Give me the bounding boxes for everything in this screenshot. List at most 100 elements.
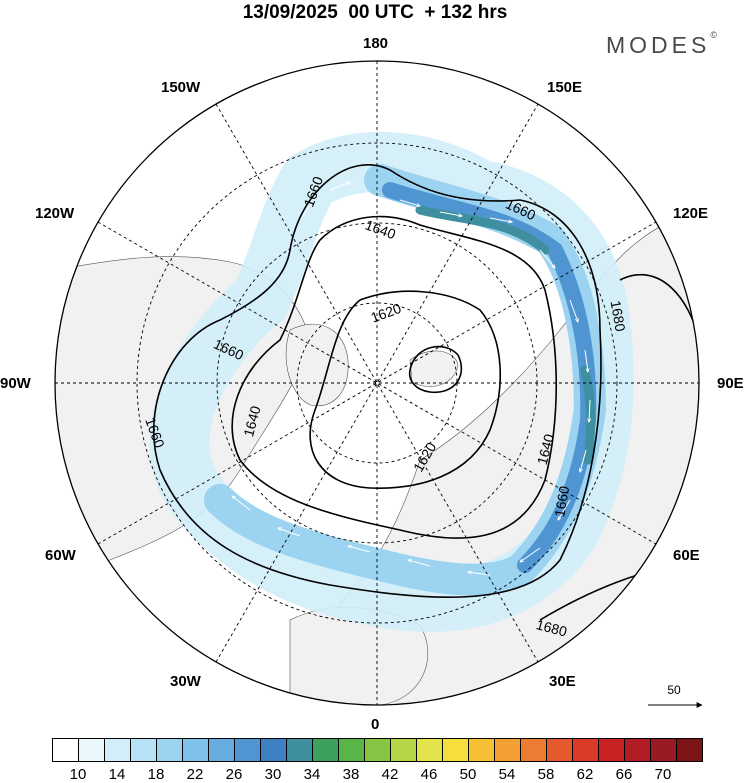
meridian-60: [97, 221, 657, 545]
colorbar-tick-label: 46: [420, 766, 438, 783]
colorbar-tick-label: 30: [264, 766, 282, 783]
greenland-land: [285, 323, 349, 407]
lon-label-150w: 150W: [161, 79, 201, 96]
colorbar-box: [416, 738, 443, 762]
wind-vector: [299, 202, 312, 221]
wind-scale-arrow: [648, 702, 703, 708]
wind-vectors: [232, 182, 590, 576]
colorbar-tick-label: 14: [108, 766, 126, 783]
wind-vector: [520, 547, 541, 562]
wind-vector: [489, 217, 512, 222]
map-title: 13/09/2025 00 UTC + 132 hrs: [242, 2, 508, 23]
wind-vector: [399, 199, 420, 206]
colorbar-tick-label: 42: [381, 766, 399, 783]
colorbar-boxes: [52, 738, 703, 762]
meridian-150: [215, 103, 539, 663]
colorbar-tick-label: 70: [654, 766, 672, 783]
graticule: [55, 61, 699, 705]
contour-label: 1680: [608, 299, 629, 333]
modes-logo: MODES©: [606, 30, 717, 59]
contour-label: 1660: [551, 484, 572, 518]
colorbar-box: [442, 738, 469, 762]
colorbar-tick-label: 50: [459, 766, 477, 783]
wind-vector: [348, 546, 371, 553]
jet-stream-shading: [149, 131, 634, 632]
colorbar-box: [624, 738, 651, 762]
wind-vector: [558, 499, 571, 520]
colorbar-box: [364, 738, 391, 762]
wind-vector: [569, 299, 578, 322]
colorbar-tick-label: 38: [342, 766, 360, 783]
contour-label: 1680: [534, 616, 568, 640]
wind-vector: [584, 349, 588, 372]
wind-vector: [408, 560, 431, 567]
colorbar-tick-label: 18: [147, 766, 165, 783]
wind-vector: [468, 572, 491, 576]
lon-label-60e: 60E: [673, 547, 700, 564]
colorbar-tick-label: 66: [615, 766, 633, 783]
brand-name: MODES: [606, 32, 711, 58]
meridian-120: [97, 221, 657, 545]
lon-label-120w: 120W: [35, 205, 75, 222]
colorbar-tick-label: 62: [576, 766, 594, 783]
wind-vector: [589, 399, 590, 422]
wind-vector: [329, 182, 350, 191]
colorbar-box: [520, 738, 547, 762]
colorbar-box: [130, 738, 157, 762]
wind-vector: [580, 449, 587, 472]
colorbar-box: [572, 738, 599, 762]
contour-1660-outer: [152, 164, 602, 599]
jet-band-strong: [382, 182, 597, 573]
lon-label-30e: 30E: [549, 673, 576, 690]
wind-vector: [539, 249, 555, 268]
colorbar-box: [104, 738, 131, 762]
lon-label-120e: 120E: [673, 205, 709, 222]
meridian-30: [215, 103, 539, 663]
contour-label: 1640: [240, 404, 264, 438]
contour-1620-low: [408, 345, 463, 393]
colorbar-box: [676, 738, 703, 762]
copyright-mark: ©: [710, 30, 717, 40]
colorbar-box: [650, 738, 677, 762]
colorbar-box: [468, 738, 495, 762]
colorbar-box: [338, 738, 365, 762]
colorbar-box: [598, 738, 625, 762]
colorbar-box: [260, 738, 287, 762]
wind-vector: [278, 528, 301, 537]
latitude-circle: [136, 142, 618, 624]
colorbar-box: [312, 738, 339, 762]
lon-label-180: 180: [363, 35, 389, 52]
colorbar-box: [182, 738, 209, 762]
lon-label-0: 0: [371, 716, 380, 733]
colorbar-box: [234, 738, 261, 762]
map-boundary: [54, 60, 700, 706]
colorbar-box: [78, 738, 105, 762]
colorbar-box: [286, 738, 313, 762]
colorbar-box: [390, 738, 417, 762]
contour-1640: [231, 215, 558, 539]
colorbar-box: [208, 738, 235, 762]
contour-label: 1640: [534, 432, 558, 466]
wind-vector: [439, 211, 462, 216]
lon-label-90e: 90E: [717, 375, 744, 392]
jet-band-core: [415, 205, 596, 465]
colorbar-tick-label: 26: [225, 766, 243, 783]
siberian-island-land: [409, 350, 459, 387]
wind-scale-value: 50: [667, 683, 681, 697]
wind-scale: 50: [646, 683, 706, 713]
colorbar-box: [546, 738, 573, 762]
colorbar-tick-label: 54: [498, 766, 516, 783]
lon-label-60w: 60W: [45, 547, 76, 564]
colorbar-tick-label: 10: [69, 766, 87, 783]
colorbar-tick-label: 22: [186, 766, 204, 783]
lon-label-30w: 30W: [170, 673, 201, 690]
lon-label-150e: 150E: [547, 79, 583, 96]
colorbar-box: [52, 738, 79, 762]
colorbar-box: [494, 738, 521, 762]
colorbar-box: [156, 738, 183, 762]
contour-1620: [309, 290, 502, 489]
colorbar-tick-label: 58: [537, 766, 555, 783]
lon-label-90w: 90W: [0, 375, 31, 392]
wind-vector: [232, 496, 251, 511]
